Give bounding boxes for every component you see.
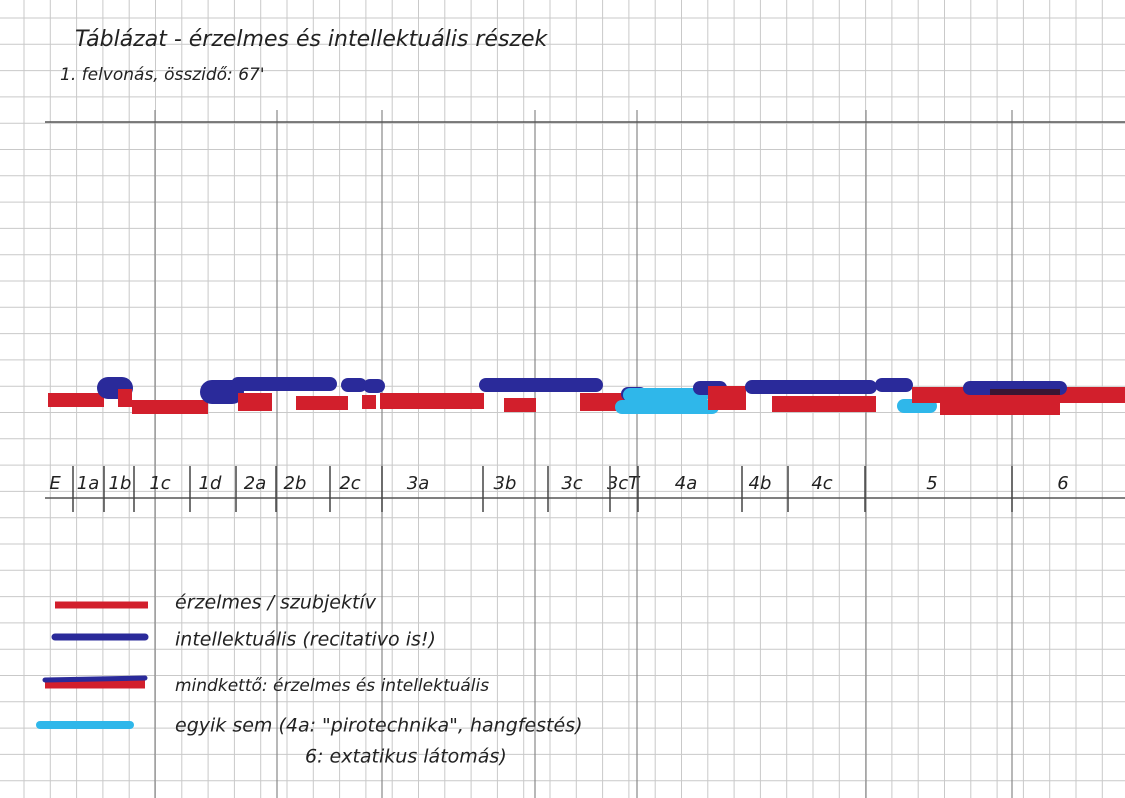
page: Táblázat - érzelmes és intellektuális ré… (0, 0, 1125, 798)
legend-label: érzelmes / szubjektív (175, 592, 377, 614)
section-label: 3a (407, 473, 429, 494)
section-label: 1b (109, 473, 132, 494)
section-labels: E 1a 1b 1c 1d 2a 2b 2c 3a 3b 3c 3cT 4a 4b 4c 5 6 (49, 466, 1068, 512)
legend-label: intellektuális (recitativo is!) (175, 629, 436, 651)
section-label: 1c (149, 473, 170, 494)
subtitle: 1. felvonás, összidő: 67' (60, 65, 265, 85)
legend-label: egyik sem (4a: "pirotechnika", hangfesté… (175, 715, 582, 737)
section-label: 6 (1057, 473, 1068, 494)
section-label: 4a (675, 473, 697, 494)
legend-label: mindkettő: érzelmes és intellektuális (175, 676, 489, 696)
section-label: 2a (244, 473, 266, 494)
section-label: E (49, 473, 61, 494)
section-label: 5 (926, 473, 937, 494)
section-label: 2b (284, 473, 307, 494)
section-label: 1a (77, 473, 99, 494)
title: Táblázat - érzelmes és intellektuális ré… (75, 27, 549, 52)
section-label: 2c (339, 473, 360, 494)
legend: érzelmes / szubjektív intellektuális (re… (40, 592, 582, 768)
timeline-strokes (48, 384, 1125, 408)
legend-label: 6: extatikus látomás) (305, 746, 507, 768)
section-label: 3b (494, 473, 517, 494)
section-label: 4c (811, 473, 832, 494)
section-label: 3cT (607, 473, 641, 494)
section-label: 1d (199, 473, 222, 494)
section-label: 4b (749, 473, 772, 494)
section-label: 3c (561, 473, 582, 494)
legend-swatch (45, 678, 145, 680)
